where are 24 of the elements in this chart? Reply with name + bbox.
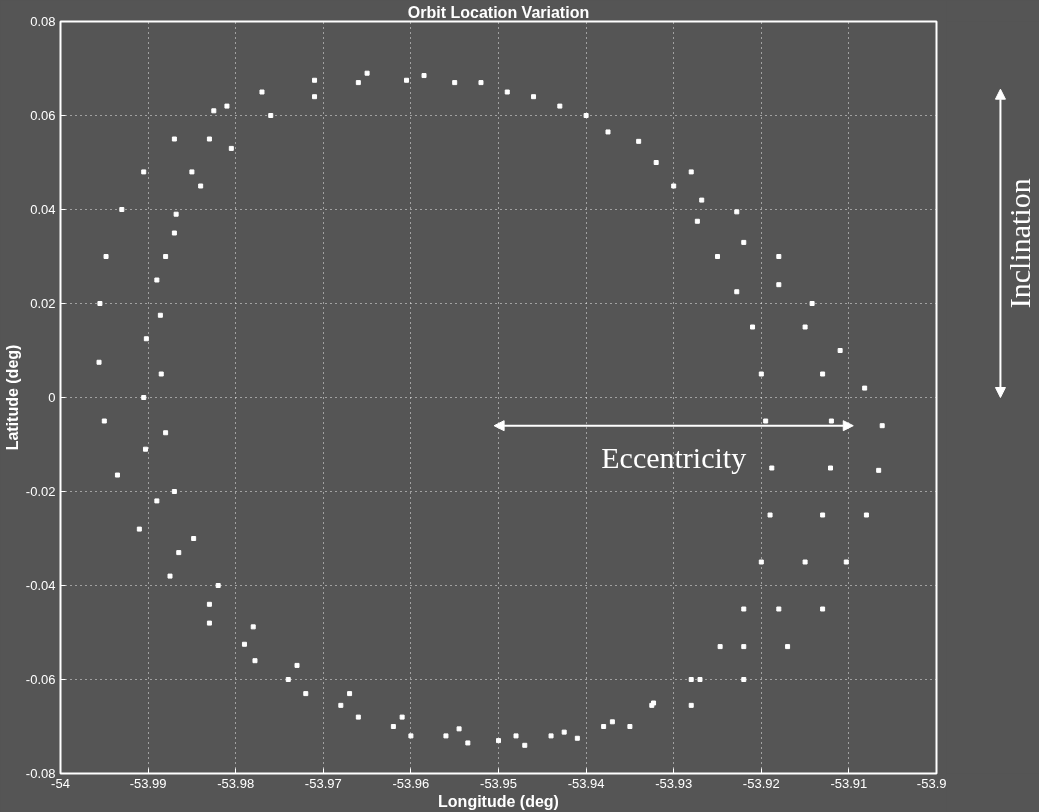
- x-axis-title: Longitude (deg): [438, 792, 559, 810]
- y-tick-label: 0.04: [30, 202, 56, 217]
- x-tick-label: -53.9: [916, 775, 947, 791]
- y-tick-label: 0.02: [30, 296, 56, 311]
- x-tick-label: -53.98: [217, 775, 255, 791]
- x-tick-label: -53.94: [567, 775, 605, 791]
- y-tick-label: -0.06: [25, 672, 56, 687]
- x-tick-label: -53.95: [480, 775, 517, 791]
- text: Inclination: [1002, 178, 1036, 309]
- x-tick-label: -53.93: [655, 775, 693, 791]
- chart-title: Orbit Location Variation: [407, 3, 590, 21]
- y-tick-label: -0.04: [25, 578, 56, 593]
- x-tick-label: -53.96: [392, 775, 430, 791]
- x-tick-label: -53.92: [742, 775, 780, 791]
- annotation: Eccentricity: [601, 440, 747, 474]
- y-tick-label: 0.06: [30, 108, 56, 123]
- y-tick-label: 0.08: [30, 14, 56, 29]
- y-tick-label: -0.08: [25, 766, 56, 781]
- y-tick-label: -0.02: [25, 484, 56, 499]
- y-axis-title: Latitude (deg): [3, 344, 21, 451]
- x-tick-label: -53.99: [129, 775, 167, 791]
- x-tick-label: -53.97: [304, 775, 342, 791]
- x-tick-label: -53.91: [830, 775, 868, 791]
- y-tick-label: 0: [48, 390, 56, 405]
